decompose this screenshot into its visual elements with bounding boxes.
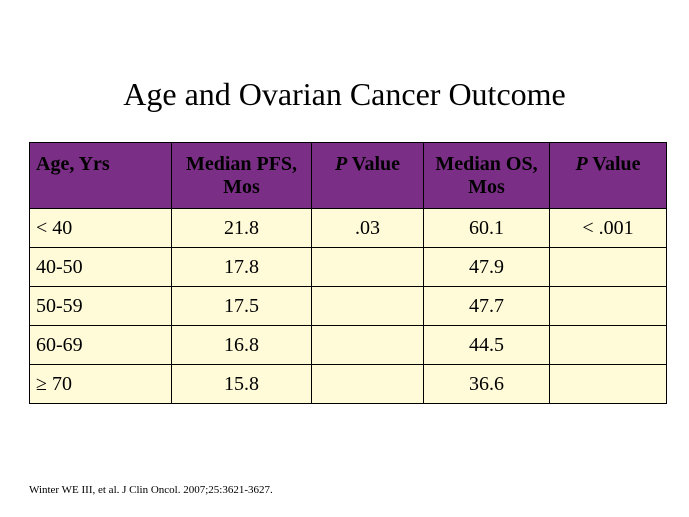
cell-pfs-p <box>311 364 424 404</box>
table-header-row: Age, Yrs Median PFS, Mos P Value Median … <box>29 142 667 209</box>
cell-age: 40-50 <box>29 247 172 287</box>
cell-os-p <box>549 325 667 365</box>
table-row: < 40 21.8 .03 60.1 < .001 <box>29 208 667 248</box>
cell-pfs: 21.8 <box>171 208 312 248</box>
header-median-os: Median OS, Mos <box>423 142 550 209</box>
cell-pfs: 17.8 <box>171 247 312 287</box>
cell-pfs-p: .03 <box>311 208 424 248</box>
cell-age: ≥ 70 <box>29 364 172 404</box>
cell-os-p: < .001 <box>549 208 667 248</box>
value-word: Value <box>347 153 401 175</box>
cell-pfs: 15.8 <box>171 364 312 404</box>
header-median-pfs: Median PFS, Mos <box>171 142 312 209</box>
cell-os-p <box>549 364 667 404</box>
header-os-p-value: P Value <box>549 142 667 209</box>
cell-pfs-p <box>311 286 424 326</box>
cell-pfs-p <box>311 325 424 365</box>
header-age: Age, Yrs <box>29 142 172 209</box>
table-row: 40-50 17.8 47.9 <box>29 247 667 287</box>
cell-pfs: 17.5 <box>171 286 312 326</box>
cell-age: 50-59 <box>29 286 172 326</box>
cell-os-p <box>549 286 667 326</box>
table-row: 60-69 16.8 44.5 <box>29 325 667 365</box>
table-row: ≥ 70 15.8 36.6 <box>29 364 667 404</box>
slide-title: Age and Ovarian Cancer Outcome <box>123 76 566 112</box>
cell-os: 36.6 <box>423 364 550 404</box>
header-pfs-p-value: P Value <box>311 142 424 209</box>
cell-os-p <box>549 247 667 287</box>
p-letter: P <box>575 153 588 175</box>
cell-pfs-p <box>311 247 424 287</box>
cell-age: < 40 <box>29 208 172 248</box>
table-row: 50-59 17.5 47.7 <box>29 286 667 326</box>
cell-pfs: 16.8 <box>171 325 312 365</box>
cell-os: 47.7 <box>423 286 550 326</box>
citation: Winter WE III, et al. J Clin Oncol. 2007… <box>29 484 273 496</box>
p-letter: P <box>334 153 348 175</box>
cell-os: 44.5 <box>423 325 550 365</box>
cell-os: 60.1 <box>423 208 550 248</box>
cell-os: 47.9 <box>423 247 550 287</box>
outcome-table: Age, Yrs Median PFS, Mos P Value Median … <box>29 142 667 404</box>
cell-age: 60-69 <box>29 325 172 365</box>
value-word: Value <box>587 153 641 175</box>
